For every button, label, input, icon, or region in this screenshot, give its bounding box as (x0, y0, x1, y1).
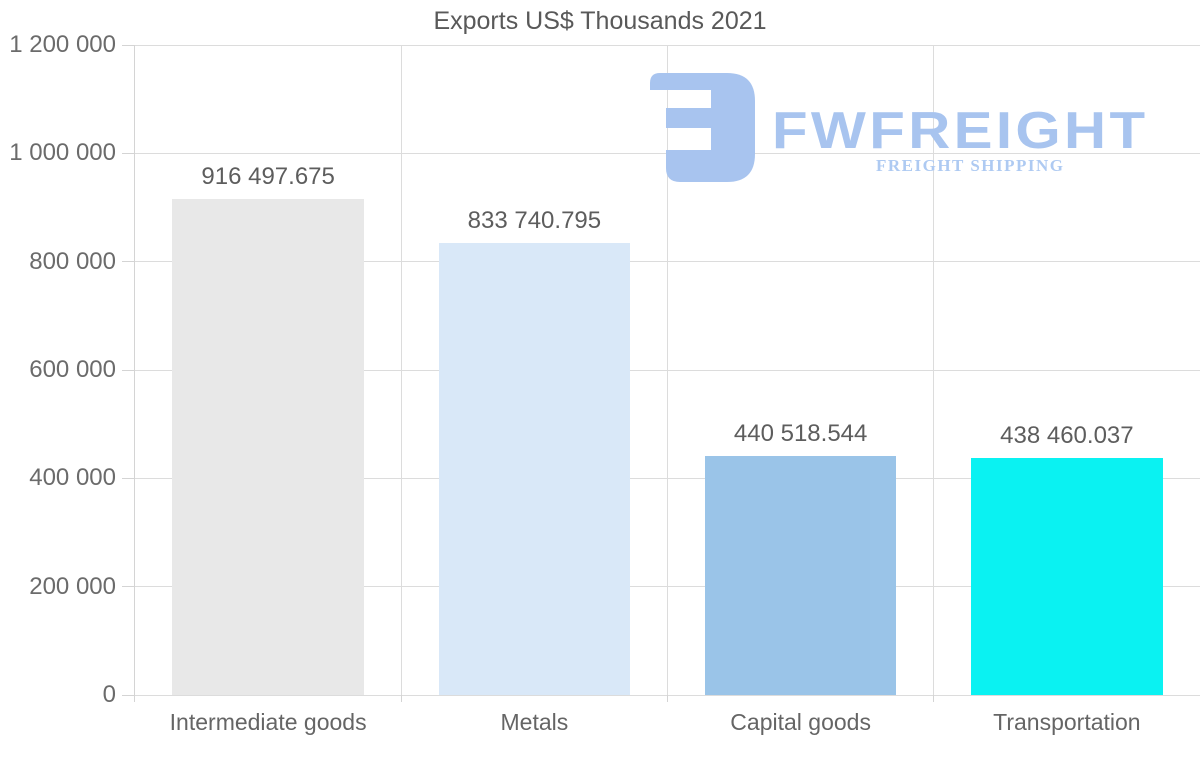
y-axis-tick-label: 1 200 000 (9, 31, 116, 58)
fwfreight-logo-icon (650, 73, 755, 182)
y-axis-tick-label: 600 000 (29, 356, 116, 383)
y-axis-tick (122, 694, 135, 696)
x-axis-tick (400, 695, 402, 702)
logo-tagline: FREIGHT SHIPPING (876, 156, 1065, 175)
bar (971, 457, 1163, 695)
bar-value-label: 440 518.544 (733, 420, 868, 448)
gridline-vertical (400, 45, 402, 695)
y-axis-line (134, 45, 135, 702)
gridline-vertical (933, 45, 935, 695)
category-label: Intermediate goods (169, 709, 367, 735)
y-axis-tick-label: 0 (102, 681, 116, 708)
y-axis-tick (122, 152, 135, 154)
y-axis-tick-label: 800 000 (29, 247, 116, 275)
bar-value-label: 833 740.795 (467, 207, 602, 235)
bar-value-label: 916 497.675 (201, 162, 335, 190)
gridline-vertical (667, 45, 668, 695)
category-label: Metals (500, 709, 569, 735)
bar-value-label: 438 460.037 (1000, 421, 1134, 449)
y-axis-tick-label: 1 000 000 (9, 139, 116, 167)
bar (438, 243, 631, 695)
y-axis-tick (122, 477, 135, 479)
bar (172, 198, 364, 695)
x-axis-tick (667, 695, 668, 702)
x-axis-tick (933, 695, 935, 702)
bar (704, 456, 897, 695)
category-label: Capital goods (730, 709, 871, 735)
chart-title: Exports US$ Thousands 2021 (433, 7, 767, 35)
y-axis-tick (122, 44, 135, 46)
y-axis-tick-label: 400 000 (29, 464, 116, 492)
y-axis-tick-label: 200 000 (29, 572, 116, 600)
y-axis-tick (122, 261, 135, 263)
y-axis-tick (122, 369, 135, 371)
logo-wordmark: FWFREIGHT (772, 102, 1149, 160)
y-axis-tick (122, 586, 135, 588)
category-label: Transportation (993, 709, 1141, 735)
